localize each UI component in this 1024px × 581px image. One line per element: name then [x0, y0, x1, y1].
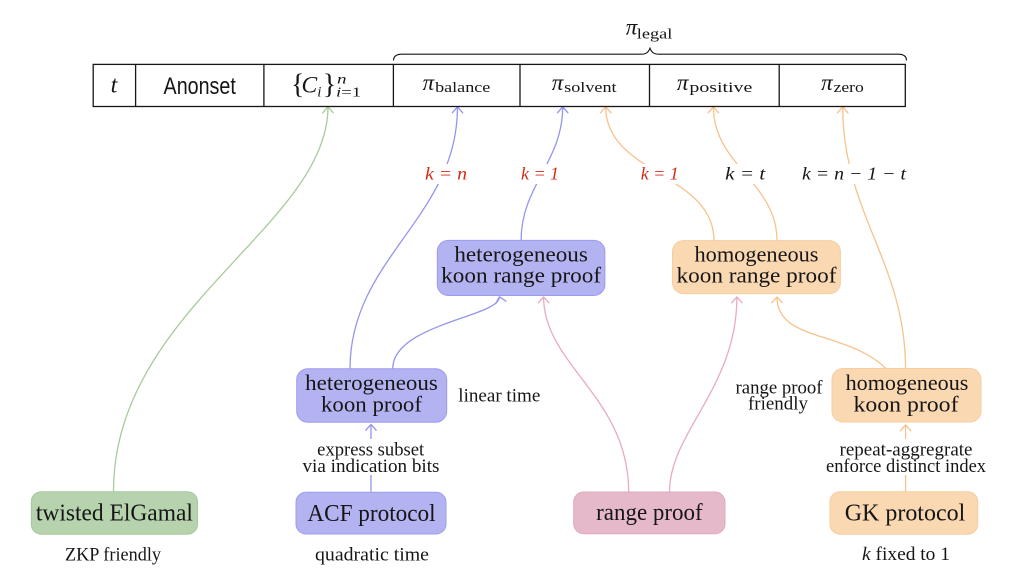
svg-text:via indication bits: via indication bits: [303, 457, 440, 477]
svg-text:homogeneous: homogeneous: [846, 370, 969, 395]
svg-text:Anonset: Anonset: [164, 73, 237, 100]
svg-text:i: i: [317, 84, 321, 100]
svg-text:quadratic time: quadratic time: [315, 546, 429, 566]
svg-text:heterogeneous: heterogeneous: [305, 370, 438, 395]
svg-text:linear time: linear time: [458, 387, 540, 407]
svg-text:range proof: range proof: [736, 379, 824, 399]
svg-text:π: π: [626, 14, 639, 39]
svg-text:range proof: range proof: [596, 500, 703, 526]
svg-text:n: n: [337, 73, 347, 88]
svg-text:koon proof: koon proof: [321, 392, 423, 417]
svg-text:legal: legal: [637, 27, 673, 43]
svg-text:friendly: friendly: [748, 395, 809, 415]
svg-text:koon range proof: koon range proof: [677, 263, 838, 288]
svg-text:koon range proof: koon range proof: [441, 263, 602, 288]
svg-text:k = 1: k = 1: [521, 164, 559, 184]
svg-text:k fixed to 1: k fixed to 1: [862, 545, 950, 565]
svg-text:zero: zero: [834, 80, 864, 96]
svg-text:k = 1: k = 1: [641, 164, 679, 184]
svg-text:π: π: [677, 70, 690, 95]
svg-text:k = t: k = t: [725, 164, 766, 184]
svg-text:k = n: k = n: [425, 164, 467, 184]
svg-text:homogeneous: homogeneous: [695, 241, 819, 266]
svg-text:π: π: [821, 70, 834, 95]
svg-text:π: π: [423, 70, 436, 95]
svg-text:koon proof: koon proof: [854, 392, 960, 417]
svg-text:positive: positive: [689, 80, 752, 96]
svg-text:k = n − 1 − t: k = n − 1 − t: [802, 164, 907, 184]
svg-text:GK protocol: GK protocol: [845, 501, 966, 527]
svg-text:t: t: [111, 73, 119, 99]
svg-text:π: π: [552, 70, 565, 95]
svg-text:balance: balance: [435, 80, 491, 96]
svg-text:ZKP friendly: ZKP friendly: [65, 546, 162, 566]
svg-text:twisted ElGamal: twisted ElGamal: [36, 501, 193, 527]
svg-text:solvent: solvent: [564, 80, 617, 96]
svg-text:}: }: [323, 70, 336, 101]
svg-text:i=1: i=1: [336, 85, 361, 100]
svg-text:C: C: [302, 73, 318, 99]
svg-text:express subset: express subset: [317, 441, 425, 461]
svg-text:{: {: [291, 70, 304, 101]
svg-text:repeat-aggregrate: repeat-aggregrate: [840, 441, 973, 461]
svg-text:heterogeneous: heterogeneous: [454, 241, 588, 266]
svg-text:enforce distinct index: enforce distinct index: [826, 457, 987, 477]
svg-text:ACF protocol: ACF protocol: [307, 501, 436, 527]
